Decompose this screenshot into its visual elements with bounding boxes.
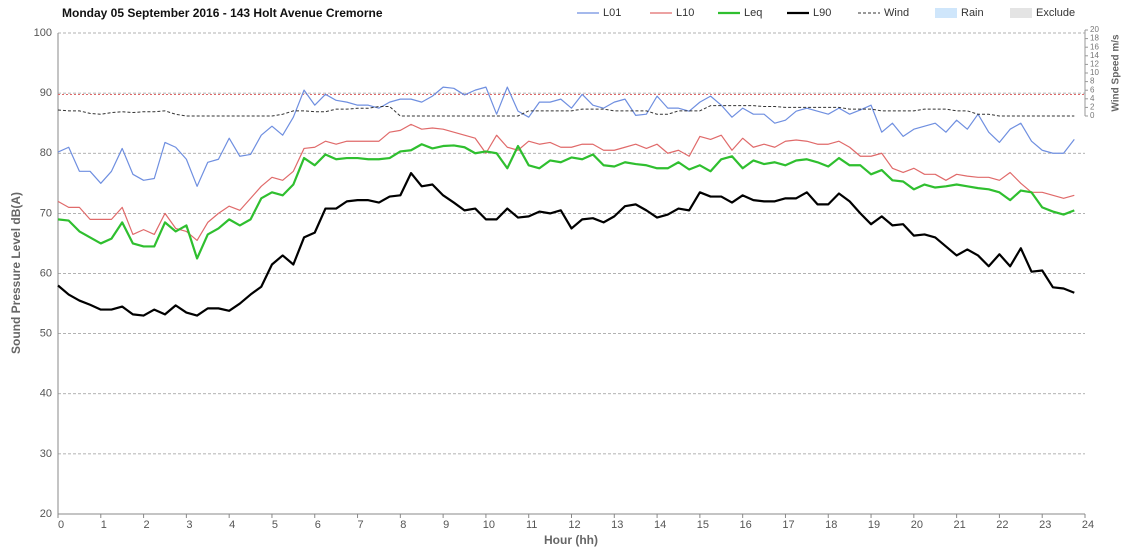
x-tick-label: 2	[144, 519, 150, 531]
y2-tick-label: 16	[1090, 42, 1099, 51]
x-axis-title: Hour (hh)	[544, 533, 598, 547]
series-line	[57, 105, 1075, 117]
x-tick-label: 6	[315, 519, 321, 531]
y2-tick-label: 4	[1090, 94, 1095, 103]
x-tick-label: 9	[443, 519, 449, 531]
x-tick-label: 15	[697, 519, 709, 531]
x-tick-label: 22	[996, 519, 1008, 531]
y-tick-label: 80	[40, 147, 52, 159]
x-tick-label: 16	[740, 519, 752, 531]
x-tick-label: 3	[186, 519, 192, 531]
series-line	[57, 123, 1075, 242]
y-tick-label: 90	[40, 87, 52, 99]
x-tick-label: 24	[1082, 519, 1094, 531]
y2-tick-label: 6	[1090, 85, 1095, 94]
y2-tick-label: 10	[1090, 68, 1099, 77]
y2-tick-label: 12	[1090, 60, 1099, 69]
x-tick-label: 18	[825, 519, 837, 531]
x-tick-label: 11	[526, 519, 537, 531]
legend-label: L90	[813, 7, 831, 19]
x-tick-label: 14	[654, 519, 666, 531]
series-line	[57, 143, 1075, 260]
y2-tick-label: 0	[1090, 111, 1095, 120]
y2-tick-label: 14	[1090, 51, 1099, 60]
legend-label: Rain	[961, 7, 984, 19]
y-tick-label: 60	[40, 267, 52, 279]
x-tick-label: 4	[229, 519, 235, 531]
y-tick-label: 70	[40, 207, 52, 219]
y2-tick-label: 8	[1090, 77, 1095, 86]
legend-swatch	[1010, 8, 1032, 18]
x-tick-label: 5	[272, 519, 278, 531]
x-tick-label: 19	[868, 519, 880, 531]
y-tick-label: 100	[34, 27, 52, 39]
y-tick-label: 40	[40, 388, 52, 400]
y2-tick-label: 20	[1090, 25, 1099, 34]
x-tick-label: 13	[611, 519, 623, 531]
legend-label: Exclude	[1036, 7, 1075, 19]
x-tick-label: 17	[782, 519, 794, 531]
x-tick-label: 8	[400, 519, 406, 531]
legend-swatch	[935, 8, 957, 18]
legend-label: L01	[603, 7, 621, 19]
y-axis-title: Sound Pressure Level dB(A)	[9, 192, 23, 354]
x-tick-label: 23	[1039, 519, 1051, 531]
legend-label: Leq	[744, 7, 762, 19]
y2-tick-label: 2	[1090, 103, 1095, 112]
legend-label: L10	[676, 7, 694, 19]
chart-title: Monday 05 September 2016 - 143 Holt Aven…	[62, 6, 383, 20]
x-tick-label: 21	[954, 519, 966, 531]
y-tick-label: 50	[40, 328, 52, 340]
series-line	[57, 86, 1075, 187]
y2-axis-title: Wind Speed m/s	[1111, 34, 1122, 112]
y2-tick-label: 18	[1090, 34, 1099, 43]
x-tick-label: 7	[357, 519, 363, 531]
legend-label: Wind	[884, 7, 909, 19]
y-tick-label: 30	[40, 448, 52, 460]
x-tick-label: 0	[58, 519, 64, 531]
x-tick-label: 20	[911, 519, 923, 531]
series-line	[57, 171, 1075, 317]
x-tick-label: 12	[568, 519, 580, 531]
x-tick-label: 1	[101, 519, 107, 531]
y-tick-label: 20	[40, 508, 52, 520]
x-tick-label: 10	[483, 519, 495, 531]
